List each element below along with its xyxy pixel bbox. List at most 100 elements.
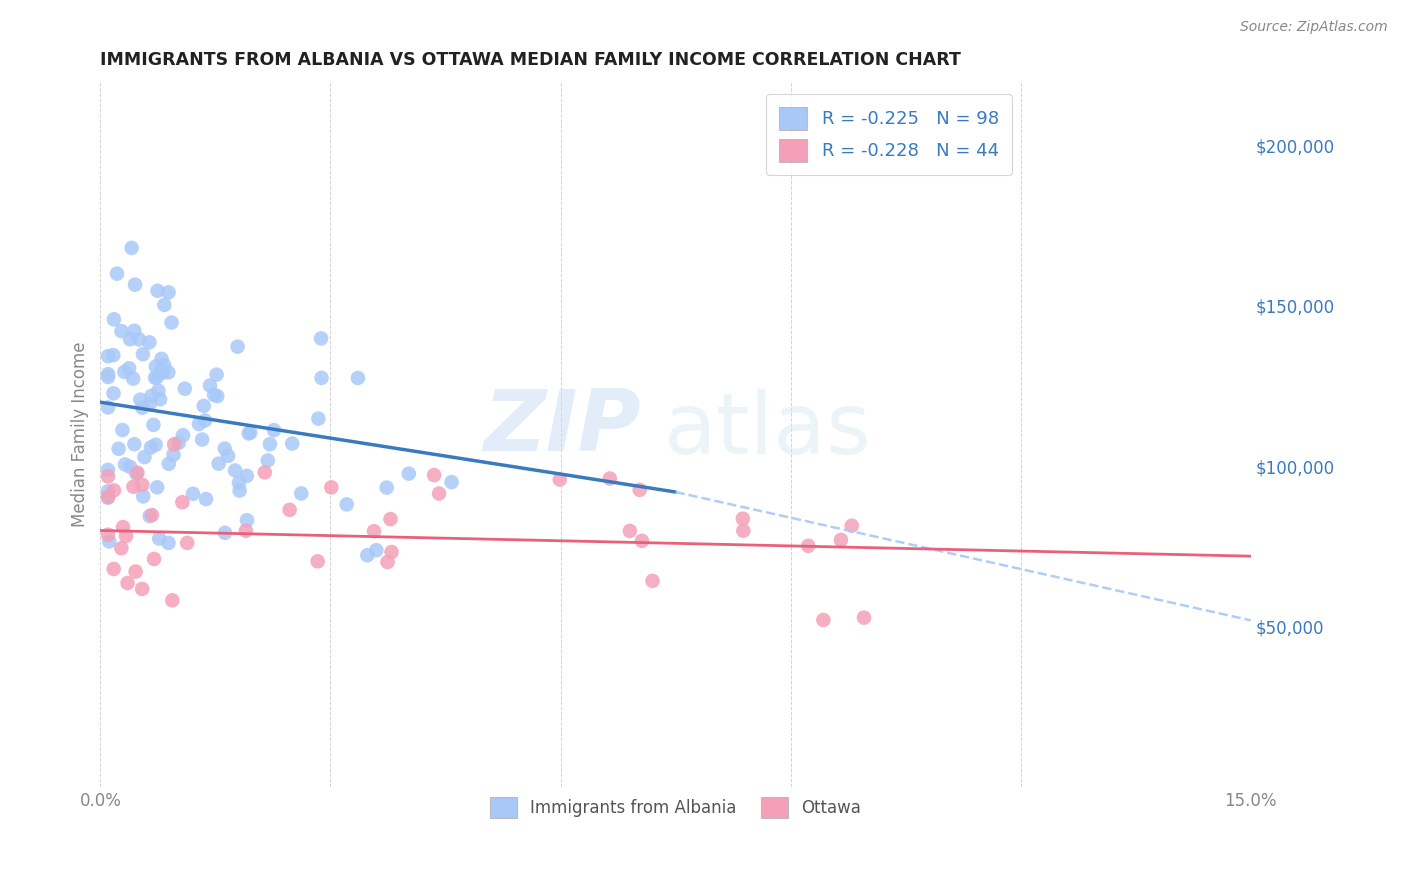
Point — [307, 554, 329, 568]
Point — [259, 437, 281, 451]
Point — [157, 365, 180, 379]
Point — [129, 392, 152, 407]
Point — [628, 483, 651, 497]
Point — [228, 475, 250, 490]
Point — [146, 284, 169, 298]
Point — [110, 541, 132, 556]
Point — [427, 486, 450, 500]
Point — [307, 411, 329, 425]
Point — [377, 555, 399, 569]
Point — [131, 478, 153, 492]
Point — [157, 457, 180, 471]
Point — [239, 425, 262, 440]
Point — [103, 483, 125, 498]
Point — [191, 433, 214, 447]
Point — [193, 399, 215, 413]
Point — [131, 582, 153, 596]
Point — [256, 453, 278, 467]
Point — [195, 491, 218, 506]
Point — [380, 545, 402, 559]
Point — [118, 361, 141, 376]
Point — [731, 511, 754, 525]
Point — [205, 368, 228, 382]
Point — [173, 382, 195, 396]
Point — [97, 490, 120, 504]
Point — [207, 389, 229, 403]
Point — [238, 426, 260, 441]
Point — [841, 518, 863, 533]
Point — [172, 495, 194, 509]
Point — [138, 509, 160, 524]
Point — [423, 468, 446, 483]
Point — [97, 484, 120, 499]
Point — [97, 370, 120, 384]
Point — [163, 437, 186, 451]
Point — [733, 524, 755, 538]
Point — [440, 475, 463, 489]
Point — [124, 277, 146, 292]
Point — [114, 365, 136, 379]
Point — [631, 533, 654, 548]
Point — [121, 241, 143, 255]
Point — [214, 442, 236, 456]
Point — [124, 437, 146, 451]
Point — [117, 576, 139, 591]
Point — [619, 524, 641, 538]
Point — [198, 378, 221, 392]
Point — [641, 574, 664, 588]
Point — [202, 388, 225, 402]
Point — [398, 467, 420, 481]
Point — [120, 332, 142, 346]
Point — [356, 549, 378, 563]
Point — [110, 324, 132, 338]
Legend: Immigrants from Albania, Ottawa: Immigrants from Albania, Ottawa — [484, 790, 868, 825]
Point — [813, 613, 835, 627]
Point — [153, 298, 176, 312]
Point — [103, 312, 125, 326]
Point — [138, 397, 160, 411]
Point — [226, 340, 249, 354]
Point — [336, 497, 359, 511]
Point — [290, 486, 312, 500]
Point — [131, 401, 153, 415]
Point — [253, 466, 276, 480]
Point — [208, 457, 231, 471]
Point — [366, 543, 388, 558]
Point — [599, 471, 621, 485]
Point — [181, 487, 204, 501]
Point — [380, 512, 402, 526]
Point — [852, 610, 875, 624]
Point — [214, 525, 236, 540]
Point — [152, 366, 174, 380]
Point — [153, 358, 176, 372]
Point — [97, 463, 120, 477]
Point — [138, 335, 160, 350]
Point — [150, 351, 173, 366]
Point — [281, 436, 304, 450]
Point — [217, 449, 239, 463]
Point — [111, 423, 134, 437]
Point — [132, 347, 155, 361]
Text: IMMIGRANTS FROM ALBANIA VS OTTAWA MEDIAN FAMILY INCOME CORRELATION CHART: IMMIGRANTS FROM ALBANIA VS OTTAWA MEDIAN… — [100, 51, 962, 69]
Point — [97, 491, 120, 505]
Point — [97, 367, 120, 381]
Point — [103, 348, 125, 362]
Point — [103, 562, 125, 576]
Point — [97, 401, 120, 415]
Point — [157, 536, 180, 550]
Point — [375, 481, 398, 495]
Point — [143, 370, 166, 384]
Point — [235, 524, 257, 538]
Point — [146, 480, 169, 494]
Point — [160, 316, 183, 330]
Point — [105, 267, 128, 281]
Point — [124, 565, 146, 579]
Text: Source: ZipAtlas.com: Source: ZipAtlas.com — [1240, 20, 1388, 34]
Text: atlas: atlas — [664, 389, 872, 472]
Point — [103, 386, 125, 401]
Point — [187, 417, 209, 431]
Point — [107, 442, 129, 456]
Point — [162, 593, 184, 607]
Point — [146, 370, 169, 384]
Point — [142, 417, 165, 432]
